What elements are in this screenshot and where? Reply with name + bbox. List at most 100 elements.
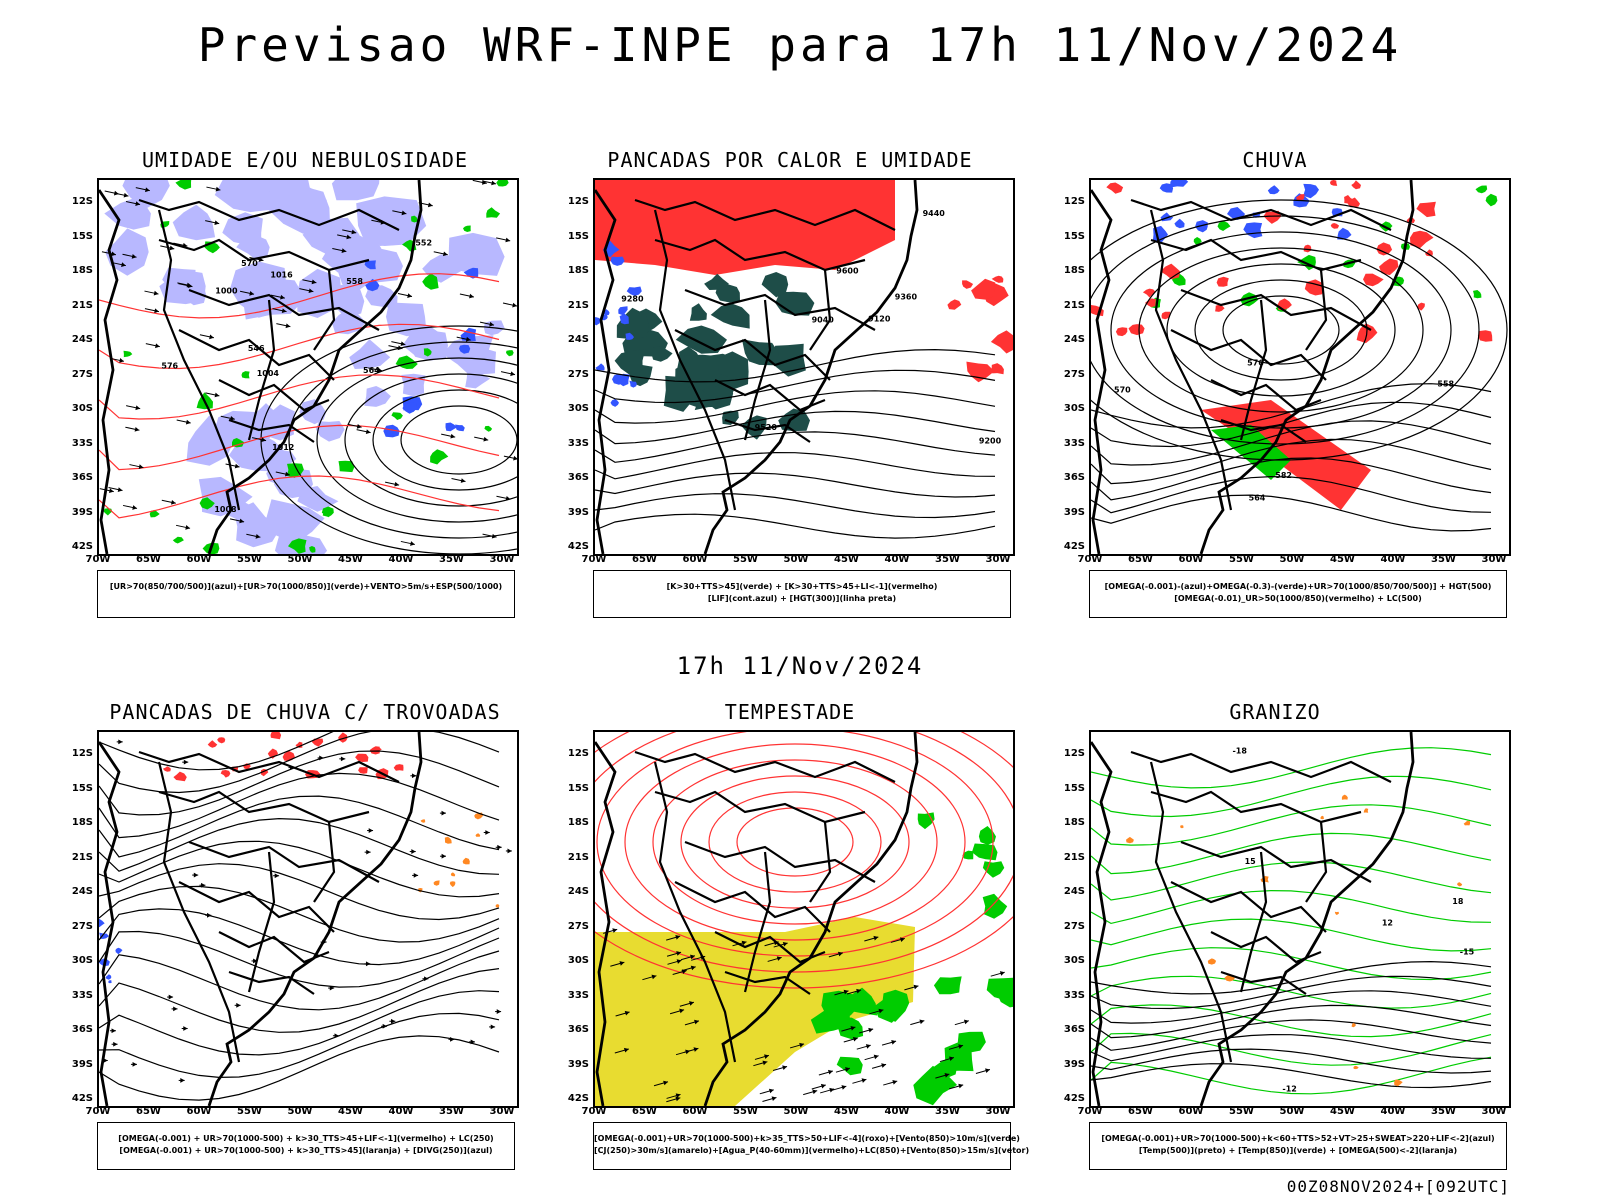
panel-title-tempestade: TEMPESTADE — [724, 700, 856, 724]
longitude-label: 50W — [1279, 1106, 1305, 1117]
streamline — [99, 908, 500, 966]
humidity-area-high — [442, 335, 494, 376]
state-border — [1149, 209, 1233, 511]
contour-label: 1016 — [270, 270, 293, 279]
legend-chuva: [OMEGA(-0.001)-(azul)+OMEGA(-0.3)-(verde… — [1089, 570, 1507, 618]
streamline-arrow-head — [441, 810, 446, 816]
state-border — [1180, 288, 1372, 331]
wind-area-green — [842, 987, 878, 1016]
state-border — [1130, 750, 1392, 783]
state-border — [674, 329, 831, 381]
latitude-label: 18S — [1063, 265, 1085, 276]
longitude-label: 60W — [682, 554, 708, 565]
humidity-area-low — [103, 508, 113, 516]
streamline-arrow-head — [424, 976, 429, 982]
divergence-area — [99, 918, 105, 928]
omega-area-orange — [1353, 1065, 1359, 1070]
temp850-line — [1091, 804, 1492, 846]
humidity-area-high — [228, 431, 289, 472]
wind-vector-850-head — [919, 1019, 925, 1025]
longitude-label: 40W — [1380, 554, 1406, 565]
storm-area-red — [220, 770, 231, 778]
humidity-area-low — [411, 215, 418, 223]
wind-vector-850-head — [679, 1008, 685, 1014]
longitude-label: 30W — [489, 554, 515, 565]
longitude-label: 40W — [388, 1106, 414, 1117]
longitude-label: 45W — [338, 1106, 363, 1117]
longitude-label: 30W — [1481, 554, 1507, 565]
hgt300-line — [595, 472, 996, 498]
latitude-label: 36S — [567, 472, 589, 483]
hgt300-line — [595, 369, 996, 404]
rain-area-red — [1304, 279, 1324, 296]
streamline-arrow-head — [368, 828, 374, 833]
wind-vector-850-head — [612, 928, 618, 933]
wind-vector-head — [230, 416, 235, 421]
legend-umidade: [UR>70(850/700/500)](azul)+[UR>70(1000/8… — [97, 570, 515, 618]
convection-area-red — [990, 330, 1013, 354]
streamline — [99, 950, 500, 1011]
thickness-line — [99, 323, 500, 370]
state-border — [188, 840, 380, 883]
legend-line: [OMEGA(-0.01)_UR>50(1000/850)(vermelho) … — [1174, 594, 1422, 603]
humidity-area-low — [123, 350, 133, 358]
wind-area-green — [982, 861, 1005, 878]
streamline-arrow-head — [103, 1058, 108, 1063]
streamline — [99, 885, 500, 943]
rain-area-red — [1347, 197, 1360, 208]
coastline — [99, 732, 423, 1106]
latitude-label: 24S — [71, 334, 93, 345]
legend-line: [OMEGA(-0.001) + UR>70(1000-500) + k>30_… — [119, 1146, 493, 1155]
lif-contour — [610, 399, 619, 407]
longitude-label: 30W — [985, 1106, 1011, 1117]
rain-area-red — [1142, 288, 1156, 298]
thickness-line — [99, 475, 500, 519]
state-border — [653, 209, 737, 511]
panel-title-chuva: CHUVA — [1242, 148, 1308, 172]
wind-vector-head — [489, 321, 495, 327]
wind-vector-head — [491, 180, 496, 186]
wind-vector-850-head — [676, 951, 682, 956]
rain-area-red — [1216, 276, 1229, 287]
streamline-arrow-head — [183, 1026, 188, 1031]
wind-vector-850-head — [944, 1073, 950, 1078]
state-border — [1149, 761, 1233, 1063]
wind-vector-head — [131, 254, 137, 259]
rain-area-red — [1329, 180, 1338, 186]
longitude-label: 70W — [581, 1106, 607, 1117]
latitude-label: 12S — [567, 196, 589, 207]
latitude-label: 30S — [1063, 403, 1085, 414]
legend-tempestade: [OMEGA(-0.001)+UR>70(1000-500)+k>35_TTS>… — [593, 1122, 1029, 1170]
wind-vector-head — [341, 248, 347, 253]
latitude-label: 30S — [71, 955, 93, 966]
convection-area-green — [778, 408, 810, 432]
wind-vector-head — [215, 186, 221, 192]
convection-area-red — [991, 275, 1004, 283]
coastline — [595, 732, 919, 1106]
latitude-label: 18S — [1063, 817, 1085, 828]
lif-contour — [595, 317, 601, 326]
wind-vector-head — [460, 478, 466, 483]
lif-contour — [626, 286, 642, 296]
wind-vector-850-head — [949, 1056, 954, 1062]
streamline-850 — [708, 791, 882, 893]
convection-area-red — [947, 299, 962, 310]
omega-area-orange — [1126, 836, 1134, 844]
omega-area-orange — [1341, 794, 1348, 800]
humidity-area-low — [486, 207, 501, 218]
wind-vector-850-head — [663, 1080, 669, 1086]
wind-vector-head — [145, 187, 150, 193]
contour-label: 9040 — [812, 316, 835, 325]
map-svg-pancadas_calor: 9600 9520 9440 9360 9280 9200 9120 9040 — [595, 180, 1013, 554]
wind-vector-850-head — [799, 1042, 805, 1048]
state-border — [138, 198, 400, 231]
wind-vector-850-head — [873, 935, 879, 941]
latitude-label: 15S — [1063, 230, 1085, 242]
rain-area-blue — [1303, 183, 1319, 199]
latitude-label: 15S — [1063, 782, 1085, 794]
longitude-label: 50W — [1279, 554, 1305, 565]
longitude-label: 65W — [1128, 554, 1153, 565]
storm-area-red — [162, 766, 171, 772]
storm-area-orange — [433, 880, 440, 886]
wind-vector-head — [308, 288, 314, 294]
